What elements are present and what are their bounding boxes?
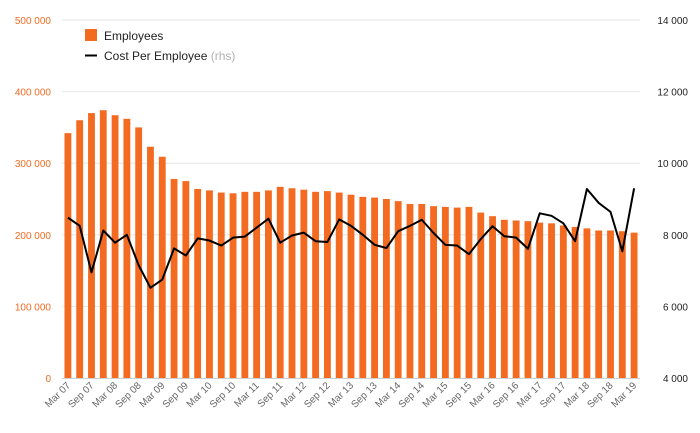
bar-employees xyxy=(288,188,296,378)
bar-employees xyxy=(88,113,95,378)
bar-employees xyxy=(595,230,603,378)
bar-employees xyxy=(359,196,367,378)
bar-employees xyxy=(453,207,461,378)
bar-employees xyxy=(206,190,213,378)
employees-bars xyxy=(64,110,638,379)
bar-employees xyxy=(276,186,284,378)
y-left-tick-label: 100 000 xyxy=(15,302,52,313)
bar-employees xyxy=(147,146,154,378)
bar-employees xyxy=(430,206,437,378)
y-right-tick-label: 8 000 xyxy=(663,231,688,242)
x-tick-label: Sep 07 xyxy=(66,380,96,410)
x-tick-label: Sep 09 xyxy=(161,380,191,410)
bar-employees xyxy=(371,197,379,378)
bar-employees xyxy=(536,222,544,378)
x-tick-label: Sep 17 xyxy=(538,380,568,410)
x-tick-label: Mar 19 xyxy=(609,380,639,410)
x-tick-label: Sep 10 xyxy=(208,380,238,410)
x-tick-label: Sep 13 xyxy=(350,380,380,410)
bar-employees xyxy=(489,216,496,378)
left-axis: 0 100 000 200 000 300 000 400 000 500 000 xyxy=(15,16,52,385)
bar-employees xyxy=(99,110,107,378)
bar-employees xyxy=(300,189,308,378)
x-tick-label: Sep 12 xyxy=(302,380,332,410)
y-right-tick-label: 6 000 xyxy=(663,302,688,313)
cost-per-employee-line xyxy=(67,187,636,289)
y-right-tick-label: 10 000 xyxy=(657,159,688,170)
bar-employees xyxy=(477,212,485,378)
bar-employees xyxy=(382,199,390,378)
bar-employees xyxy=(512,220,520,378)
bar-employees xyxy=(111,115,119,378)
x-tick-label: Sep 15 xyxy=(444,380,474,410)
x-tick-label: Sep 14 xyxy=(397,380,427,410)
bar-employees xyxy=(253,191,261,378)
bar-employees xyxy=(241,191,249,378)
bar-employees xyxy=(583,228,591,378)
y-right-tick-label: 14 000 xyxy=(657,16,688,27)
bar-employees xyxy=(548,223,555,378)
bar-employees xyxy=(170,178,178,378)
bar-employees xyxy=(441,206,449,378)
legend-label-rhs: (rhs) xyxy=(211,49,236,63)
bar-employees xyxy=(394,201,402,378)
bar-employees xyxy=(182,181,190,378)
bar-employees xyxy=(406,204,414,378)
y-left-tick-label: 400 000 xyxy=(15,88,52,99)
right-axis: 4 000 6 000 8 000 10 000 12 000 14 000 xyxy=(657,16,688,385)
bar-employees xyxy=(571,226,579,378)
y-left-tick-label: 500 000 xyxy=(15,16,52,27)
gridlines xyxy=(62,19,640,379)
bar-employees xyxy=(135,127,143,379)
bar-employees xyxy=(76,120,84,379)
bar-employees xyxy=(265,190,272,378)
y-right-tick-label: 4 000 xyxy=(663,374,688,385)
bar-employees xyxy=(217,192,225,378)
bar-employees xyxy=(229,193,237,378)
bar-employees xyxy=(418,204,426,378)
y-left-tick-label: 300 000 xyxy=(15,159,52,170)
bar-employees xyxy=(465,206,473,378)
bar-employees xyxy=(158,156,166,378)
bar-employees xyxy=(312,191,320,378)
legend-label-cost-per-employee-name: Cost Per Employee xyxy=(104,49,208,63)
bar-employees xyxy=(64,133,72,378)
bar-employees xyxy=(347,194,355,378)
bar-employees xyxy=(618,231,626,378)
bar-employees xyxy=(524,221,532,378)
bar-employees xyxy=(194,188,202,378)
bar-employees xyxy=(630,232,638,378)
bar-employees xyxy=(323,191,331,378)
legend-label-employees: Employees xyxy=(104,29,163,43)
x-tick-label: Sep 18 xyxy=(585,380,615,410)
line-cost-per-employee xyxy=(67,187,636,289)
bar-employees xyxy=(335,192,343,378)
x-tick-label: Sep 08 xyxy=(114,380,144,410)
bar-employees xyxy=(607,230,614,378)
bar-employees xyxy=(559,225,567,378)
y-left-tick-label: 0 xyxy=(45,374,51,385)
y-right-tick-label: 12 000 xyxy=(657,88,688,99)
bar-employees xyxy=(123,118,131,378)
legend-label-cost-per-employee: Cost Per Employee (rhs) xyxy=(104,49,235,63)
bar-employees xyxy=(500,219,508,378)
x-tick-label: Sep 16 xyxy=(491,380,521,410)
legend-swatch-employees xyxy=(85,29,97,41)
legend: Employees Cost Per Employee (rhs) xyxy=(85,29,235,63)
y-left-tick-label: 200 000 xyxy=(15,231,52,242)
